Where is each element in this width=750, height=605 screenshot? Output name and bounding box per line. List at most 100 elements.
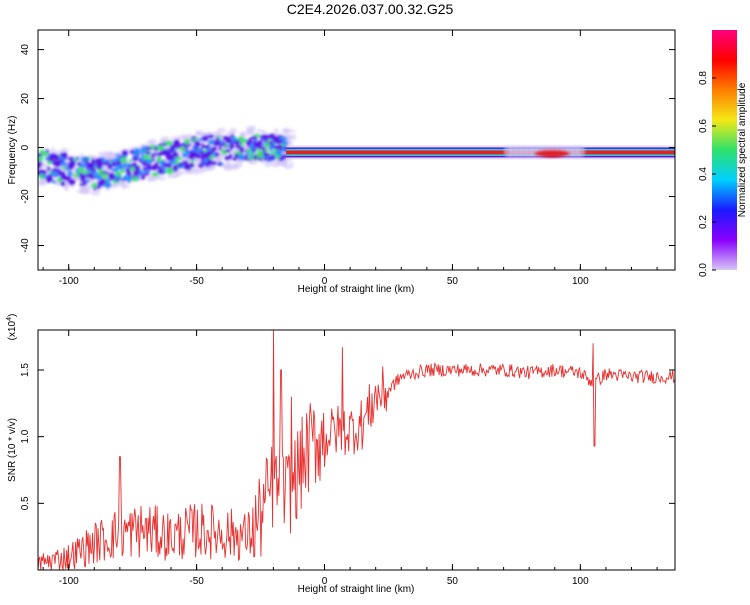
- spectrogram-blob: [133, 176, 138, 182]
- spectrogram-blob: [156, 156, 162, 163]
- spectrogram-blob: [211, 146, 218, 151]
- spectrogram-blob: [197, 163, 204, 169]
- spectrogram-blob: [228, 153, 233, 160]
- spectrogram-blob: [121, 164, 128, 168]
- colorbar-tick-label: 0.2: [698, 215, 709, 229]
- spectrogram-xtick-label: 0: [322, 276, 328, 287]
- spectrogram-blob: [263, 142, 270, 148]
- spectrogram-blob: [93, 171, 98, 178]
- spectrogram-blob: [46, 178, 51, 184]
- spectrogram-halo: [229, 127, 238, 135]
- spectrogram-blob: [61, 152, 68, 159]
- spectrogram-blob: [204, 144, 211, 148]
- spectrogram-blob: [218, 143, 226, 147]
- snr-xtick-label: 0: [322, 576, 328, 587]
- spectrogram-blob: [166, 157, 174, 161]
- spectrogram-blob: [94, 158, 103, 165]
- spectrogram-blob: [50, 171, 59, 177]
- spectrogram-blob: [152, 152, 157, 156]
- spectrogram-blob: [242, 138, 248, 143]
- colorbar: 0.0 0.2 0.4 0.6 0.8 Normalized spectral ampl…: [698, 30, 748, 277]
- band-wobble-core: [534, 149, 571, 158]
- spectrogram-halo: [82, 184, 89, 192]
- spectrogram-blob: [218, 146, 222, 151]
- spectrogram-blob: [225, 137, 232, 144]
- spectrogram-blob: [51, 180, 56, 184]
- spectrogram-blob: [263, 152, 271, 156]
- spectrogram-blob: [247, 156, 254, 160]
- spectrogram-blob: [115, 153, 121, 157]
- spectrogram-ytick-label: 0: [20, 144, 31, 150]
- spectrogram-ytick-label: 20: [20, 93, 31, 105]
- spectrogram-blob: [274, 154, 279, 158]
- spectrogram-blob: [194, 147, 199, 150]
- spectrogram-blob: [91, 158, 96, 165]
- spectrogram-blob: [41, 151, 49, 157]
- spectrogram-halo: [195, 132, 201, 136]
- spectrogram-blob: [116, 160, 122, 166]
- spectrogram-halo: [182, 134, 187, 141]
- spectrogram-blob: [128, 159, 133, 163]
- spectrogram-blob: [274, 150, 282, 155]
- spectrogram-blob: [49, 153, 57, 156]
- spectrogram-blob: [230, 144, 235, 149]
- spectrogram-blob: [253, 133, 261, 137]
- snr-ylabel: SNR (10 * v/v): [7, 418, 18, 482]
- spectrogram-blob: [222, 136, 226, 141]
- snr-xtick-label: -50: [189, 576, 204, 587]
- spectrogram-halo: [158, 176, 167, 181]
- spectrogram-blob: [132, 170, 140, 176]
- spectrogram-blob: [185, 148, 190, 155]
- spectrogram-blob: [165, 167, 174, 175]
- spectrogram-blob: [209, 160, 217, 166]
- spectrogram-blob: [224, 149, 231, 153]
- spectrogram-halo: [147, 138, 157, 145]
- snr-scale-note: (x104): [6, 314, 18, 341]
- spectrogram-blob: [279, 136, 288, 140]
- band-core: [286, 150, 675, 155]
- spectrogram-blob: [232, 157, 238, 161]
- spectrogram-halo: [121, 183, 127, 190]
- spectrogram-blob: [132, 162, 138, 166]
- snr-background: [38, 330, 675, 570]
- colorbar-label: Normalized spectral amplitude: [737, 82, 748, 217]
- snr-ytick-label: 1.5: [20, 363, 31, 377]
- spectrogram-blob: [253, 154, 257, 161]
- scale-close: ): [7, 314, 18, 317]
- spectrogram-blob: [257, 150, 263, 156]
- spectrogram-blob: [207, 139, 214, 145]
- spectrogram-blob: [141, 166, 150, 170]
- spectrogram-blob: [121, 150, 129, 156]
- spectrogram-blob: [239, 141, 244, 147]
- spectrogram-xtick-label: 50: [447, 276, 459, 287]
- snr-frame: [37, 329, 676, 571]
- spectrogram-blobs: [38, 125, 297, 196]
- spectrogram-halo: [281, 161, 287, 167]
- spectrogram-panel: -100 -50 0 50 100 -40 -20 0 20 40 Height of strai…: [7, 29, 676, 295]
- spectrogram-ytick-label: 40: [20, 44, 31, 56]
- spectrogram-blob: [48, 155, 54, 162]
- spectrogram-blob: [264, 149, 269, 153]
- spectrogram-blob: [60, 174, 67, 181]
- spectrogram-blob: [253, 141, 261, 147]
- colorbar-tick-label: 0.8: [698, 71, 709, 85]
- spectrogram-blob: [81, 174, 87, 180]
- spectrogram-blob: [120, 157, 128, 164]
- spectrogram-blob: [144, 151, 150, 155]
- spectrogram-blob: [67, 170, 73, 176]
- spectrogram-blob: [234, 153, 239, 159]
- spectrogram-blob: [115, 178, 119, 183]
- spectrogram-blob: [156, 152, 163, 157]
- spectrogram-blob: [69, 159, 74, 163]
- spectrogram-blob: [68, 178, 76, 186]
- snr-ytick-label: 1.0: [20, 429, 31, 443]
- spectrogram-blob: [244, 155, 249, 161]
- spectrogram-xtick-label: 100: [572, 276, 589, 287]
- spectrogram-blob: [38, 153, 43, 157]
- spectrogram-blob: [155, 146, 163, 151]
- spectrogram-blob: [194, 141, 201, 148]
- spectrogram-blob: [154, 146, 158, 150]
- spectrogram-blob: [83, 181, 87, 186]
- spectrogram-blob: [270, 150, 274, 155]
